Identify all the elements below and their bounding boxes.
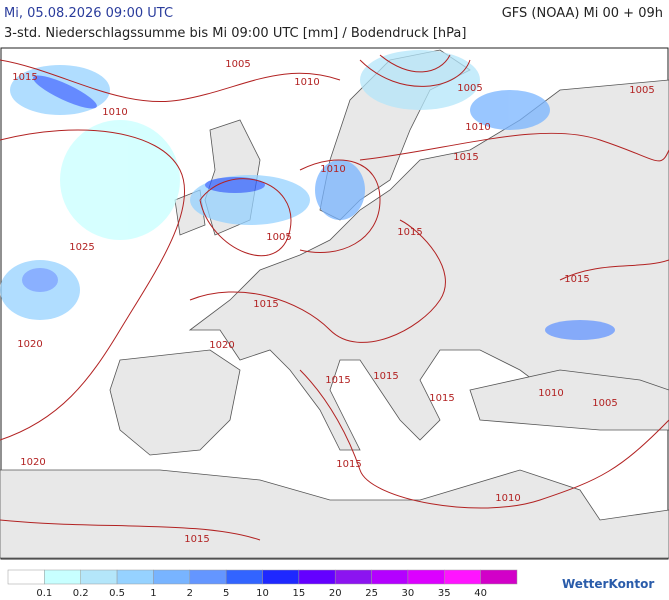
iberia [109,349,241,456]
legend-label: 2 [187,588,193,599]
precipitation [0,50,615,340]
isobar-label: 1025 [69,242,94,253]
legend-label: 15 [292,588,305,599]
legend-label: 0.1 [36,588,52,599]
isobar-label: 1005 [592,398,617,409]
legend-swatch [116,569,154,585]
isobar-label: 1015 [373,371,398,382]
isobar-label: 1015 [429,393,454,404]
isobar-label: 1010 [538,388,563,399]
legend-swatch [298,569,336,585]
isobar-label: 1015 [12,72,37,83]
legend-swatch [407,569,445,585]
isobar-label: 1020 [209,340,234,351]
legend: 0.1 0.2 0.5 1 2 5 10 15 20 25 30 35 40 [7,569,518,599]
legend-label: 10 [256,588,269,599]
legend-label: 35 [438,588,451,599]
isobar-label: 1010 [320,164,345,175]
legend-swatch [334,569,372,585]
brand: WetterKontor [562,577,654,591]
isobar-label: 1010 [102,107,127,118]
north-africa [0,469,669,559]
isobar-label: 1010 [294,77,319,88]
isobar-label: 1015 [453,152,478,163]
isobar-label: 1015 [564,274,589,285]
isobars [0,54,669,541]
legend-swatch [225,569,263,585]
isobar-label: 1010 [465,122,490,133]
isobar-label: 1015 [325,375,350,386]
isobar-label: 1015 [253,299,278,310]
legend-label: 1 [150,588,156,599]
isobar-label: 1015 [184,534,209,545]
legend-swatch [189,569,227,585]
legend-swatch [7,569,45,585]
legend-label: 0.2 [73,588,89,599]
isobar-label: 1010 [495,493,520,504]
isobar-label: 1015 [336,459,361,470]
isobar-label: 1020 [17,339,42,350]
legend-swatch [444,569,481,585]
legend-label: 5 [223,588,229,599]
anatolia [469,369,669,431]
legend-label: 30 [402,588,415,599]
map-subtitle: 3-std. Niederschlagssumme bis Mi 09:00 U… [4,26,467,41]
isobar-label: 1005 [629,85,654,96]
legend-label: 0.5 [109,588,125,599]
isobar-label: 1005 [457,83,482,94]
model-label: GFS (NOAA) Mi 00 + 09h [501,6,663,21]
isobar-label: 1005 [225,59,250,70]
legend-swatch [153,569,191,585]
legend-label: 20 [329,588,342,599]
legend-swatch [262,569,300,585]
legend-swatch [480,569,518,585]
isobar-label: 1020 [20,457,45,468]
legend-swatch [44,569,81,585]
legend-label: 25 [365,588,378,599]
isobar-label: 1015 [397,227,422,238]
legend-label: 40 [474,588,487,599]
isobar-label: 1005 [266,232,291,243]
legend-swatch [371,569,409,585]
map-datetime: Mi, 05.08.2026 09:00 UTC [4,6,174,21]
legend-swatch [80,569,118,585]
